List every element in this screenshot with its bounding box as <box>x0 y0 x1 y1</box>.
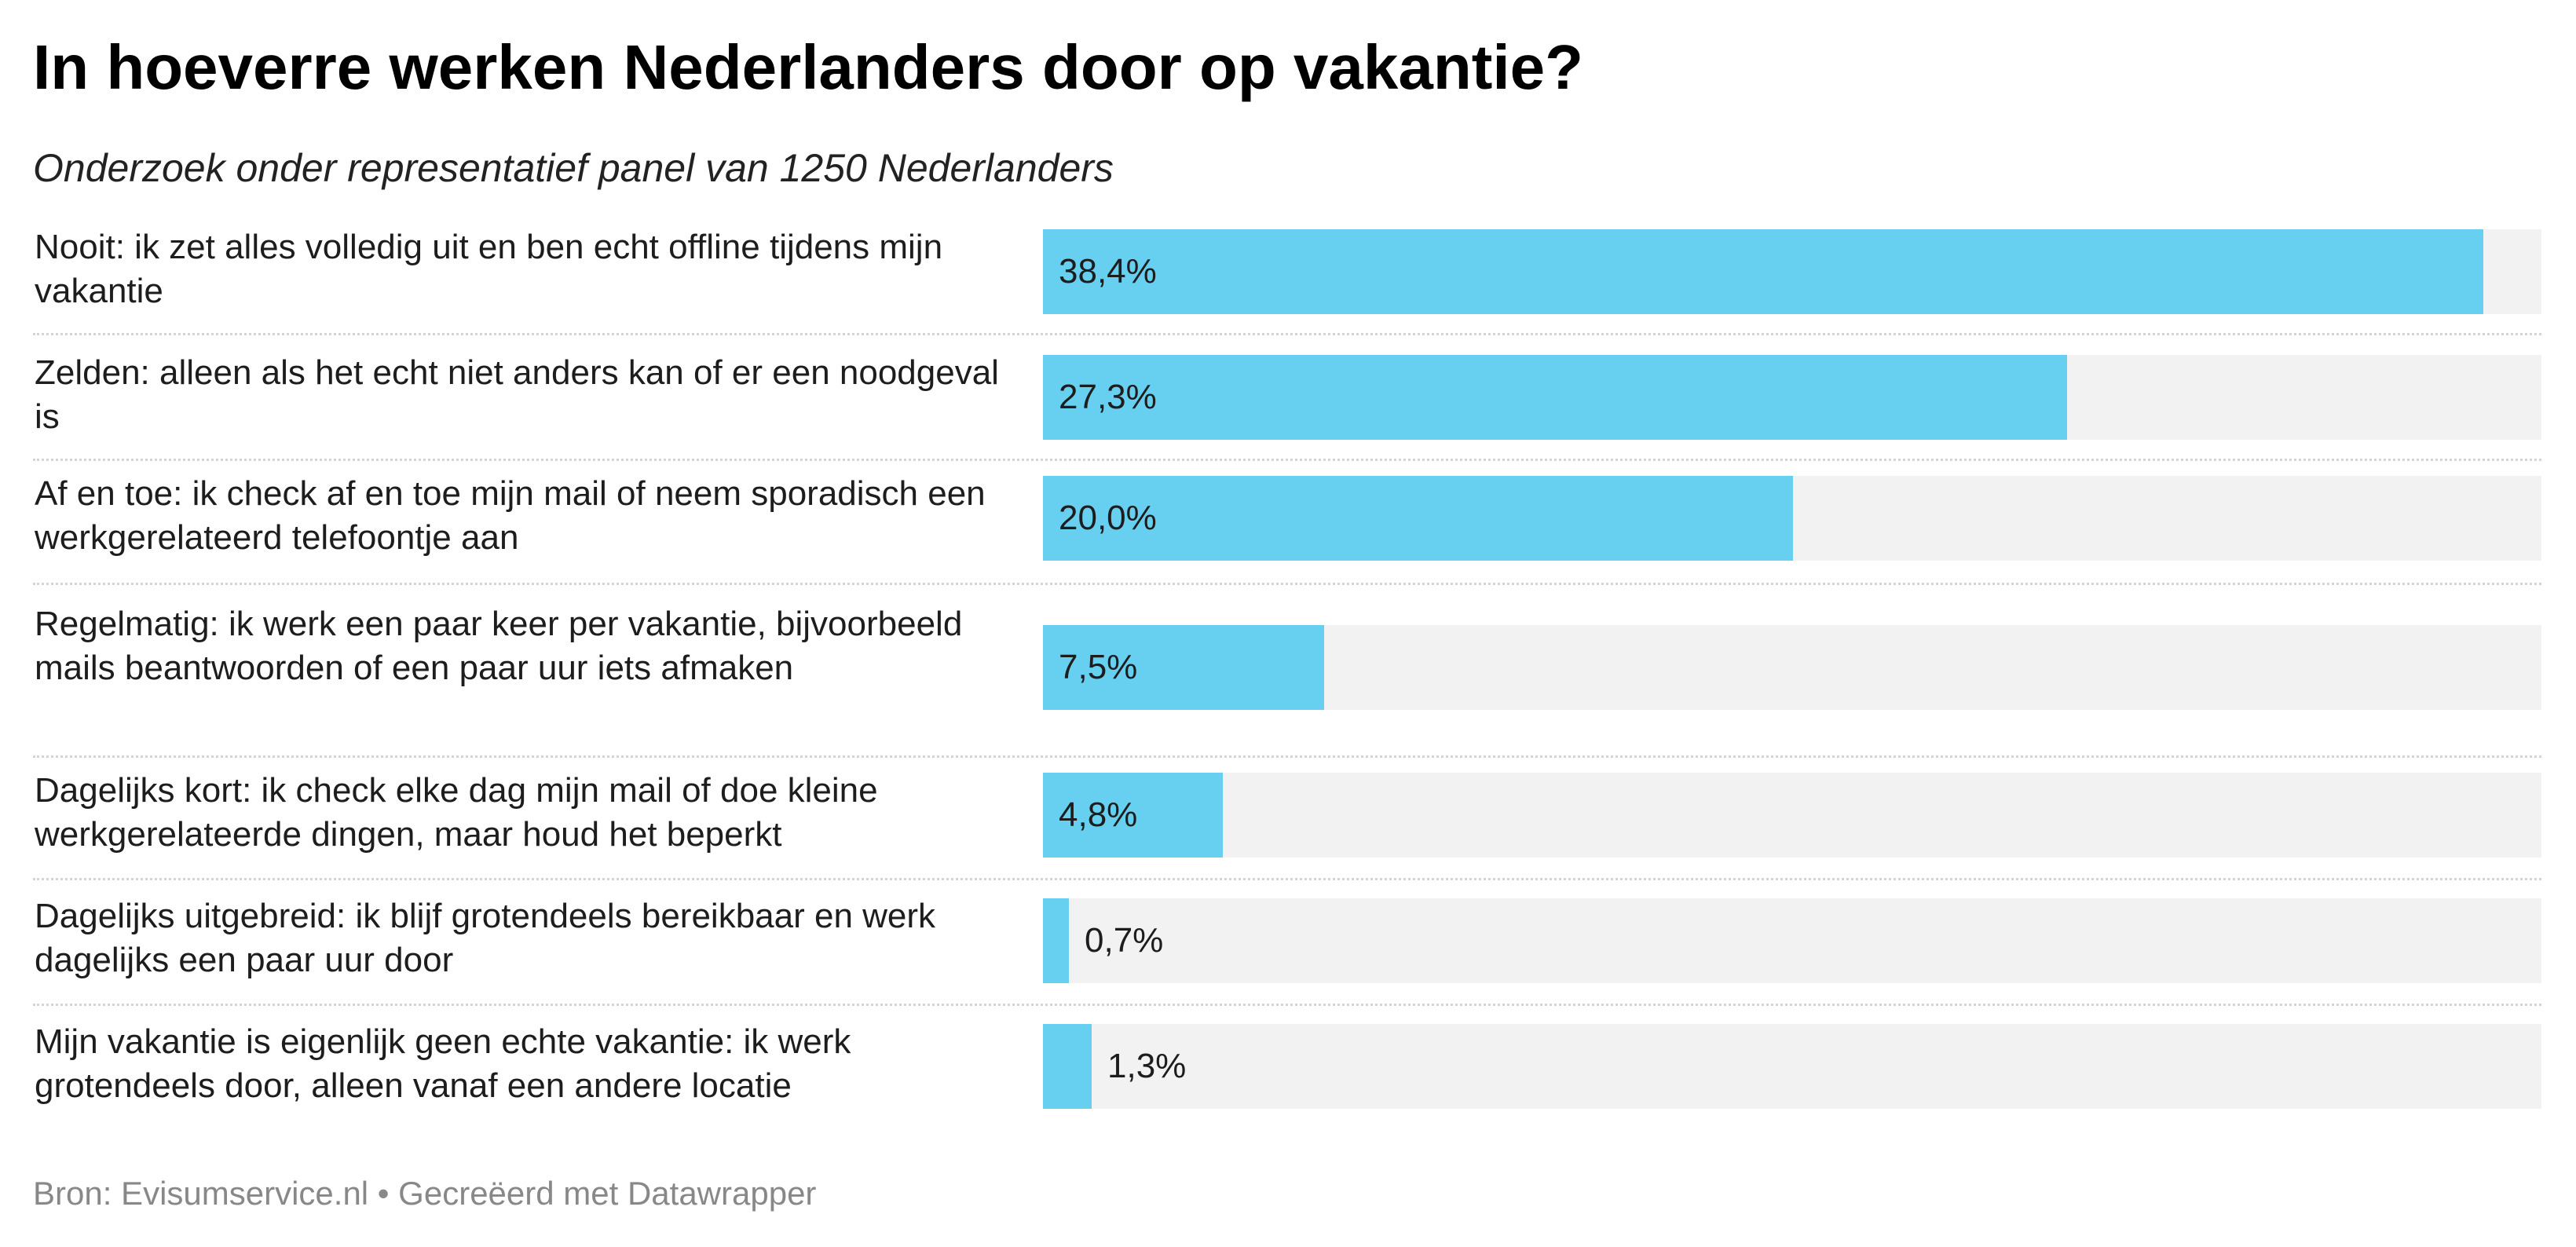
bar-value-label: 7,5% <box>1059 648 1138 686</box>
bar-track: 38,4% <box>1043 229 2541 314</box>
row-divider <box>33 583 2541 585</box>
bar <box>1043 1024 1092 1109</box>
bar-value-label: 0,7% <box>1085 921 1164 960</box>
category-label: Zelden: alleen als het echt niet anders … <box>35 353 999 436</box>
bar-value-label: 1,3% <box>1107 1047 1187 1085</box>
category-label: Nooit: ik zet alles volledig uit en ben … <box>35 228 943 310</box>
row-divider <box>33 459 2541 461</box>
bar-track: 4,8% <box>1043 773 2541 858</box>
bar <box>1043 476 1793 561</box>
bar-value-label: 38,4% <box>1059 252 1157 291</box>
row-divider <box>33 1004 2541 1006</box>
bar-track: 27,3% <box>1043 355 2541 440</box>
bar-track: 20,0% <box>1043 476 2541 561</box>
bar-value-label: 4,8% <box>1059 795 1138 834</box>
row-divider <box>33 333 2541 335</box>
bar <box>1043 625 1324 710</box>
row-divider <box>33 755 2541 758</box>
category-label: Regelmatig: ik werk een paar keer per va… <box>35 605 963 687</box>
bar <box>1043 773 1223 858</box>
bar <box>1043 898 1069 983</box>
category-label: Dagelijks uitgebreid: ik blijf grotendee… <box>35 897 936 979</box>
category-label: Mijn vakantie is eigenlijk geen echte va… <box>35 1022 851 1105</box>
category-label: Dagelijks kort: ik check elke dag mijn m… <box>35 771 878 854</box>
bar <box>1043 355 2067 440</box>
row-divider <box>33 878 2541 880</box>
category-label: Af en toe: ik check af en toe mijn mail … <box>35 474 986 557</box>
chart-footer: Bron: Evisumservice.nl • Gecreëerd met D… <box>33 1175 817 1212</box>
bar-value-label: 20,0% <box>1059 499 1157 537</box>
chart-title: In hoeverre werken Nederlanders door op … <box>33 32 1583 102</box>
bar-value-label: 27,3% <box>1059 378 1157 416</box>
chart-subtitle: Onderzoek onder representatief panel van… <box>33 146 1114 190</box>
bar-track: 1,3% <box>1043 1024 2541 1109</box>
bar-track: 0,7% <box>1043 898 2541 983</box>
bar-track: 7,5% <box>1043 625 2541 710</box>
bar <box>1043 229 2483 314</box>
